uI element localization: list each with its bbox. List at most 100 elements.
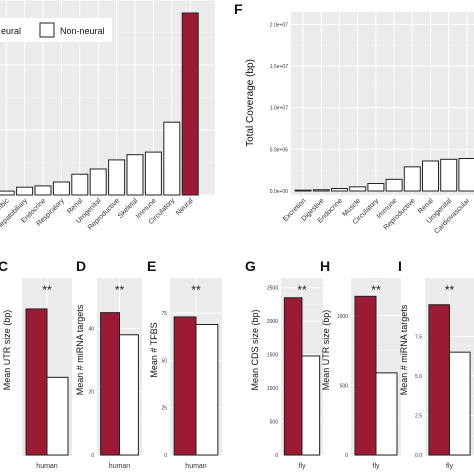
significance-label: ** [297, 283, 307, 297]
significance-label: ** [42, 283, 52, 297]
panel-f-bars [294, 158, 474, 192]
significance-label: ** [115, 283, 125, 297]
bar-neural [25, 308, 48, 456]
bar-nonneural [375, 372, 398, 456]
bar-neural [428, 304, 451, 456]
bar-respiratory [52, 181, 70, 196]
bar-muscle [349, 186, 367, 192]
y-tick-label: 20 [88, 390, 94, 396]
bar-limbic [0, 190, 15, 196]
bar-excretion [294, 189, 312, 192]
bar-skeletal [126, 154, 144, 196]
x-tick-label: human [36, 463, 58, 470]
x-tick-label: Neural [175, 197, 195, 217]
y-tick-label: 40 [88, 326, 94, 332]
y-tick-label: 1000 [267, 386, 278, 392]
y-tick-label: 5.0e+06 [270, 147, 288, 153]
y-tick-label: 50 [161, 358, 167, 364]
y-tick-label: 500 [340, 383, 349, 389]
y-tick-label: 2.0e+07 [270, 22, 288, 28]
y-tick-label: 0.0e+00 [270, 189, 288, 195]
bar-nonneural [449, 351, 471, 456]
bar-renal [71, 173, 89, 196]
panel-c-plot: ** human [22, 278, 72, 470]
bar-nonneural [195, 324, 219, 456]
panel-d-y-axis-title: Mean # miRNA targets [75, 304, 85, 395]
bar-neural [173, 316, 197, 456]
bar-urogenital [89, 168, 107, 196]
bar-endocrine [34, 185, 52, 196]
panel-g-plot: 0 500 1000 1500 2000 2500 ** fly [267, 278, 323, 470]
bar-digestive [312, 189, 330, 192]
bar-circulatory [367, 183, 385, 192]
bar-renal [422, 160, 439, 192]
y-tick-label: 1000 [337, 314, 348, 320]
bar-reproductive [403, 166, 421, 192]
y-tick-label: 0 [91, 453, 94, 459]
panel-i: I Mean # miRNA targets 0.0 2.5 5.0 7.5 ** fly [398, 258, 474, 470]
bar-neural [354, 295, 377, 456]
bar-endocrine [331, 188, 348, 192]
y-tick-label: 1500 [267, 353, 278, 359]
panel-letter-e: E [147, 258, 156, 274]
y-tick-label: 0.0 [415, 453, 422, 459]
x-tick-label: human [185, 463, 207, 470]
y-tick-label: 75 [161, 311, 167, 317]
x-tick-label: fly [299, 463, 307, 470]
panel-letter-c: C [0, 258, 8, 274]
bar-neural [283, 297, 303, 456]
panel-e-y-axis-title: Mean # TFBS [149, 322, 159, 377]
panel-c-y-axis-title: Mean UTR size (bp) [2, 310, 12, 391]
x-tick-label: human [109, 463, 131, 470]
panel-f-y-axis-title: Total Coverage (bp) [245, 59, 256, 147]
panel-h-plot: 0 500 1000 ** fly [337, 278, 401, 470]
panel-i-y-axis-title: Mean # miRNA targets [399, 304, 409, 395]
y-tick-label: 7.5 [415, 334, 422, 340]
bar-nonneural [119, 334, 139, 456]
legend-swatch-nonneural [39, 22, 55, 38]
panel-f-y-ticks: 0.0e+00 5.0e+06 1.0e+07 1.5e+07 2.0e+07 [270, 22, 288, 195]
panel-a-bars [0, 12, 199, 196]
panel-g-y-axis-title: Mean CDS size (bp) [250, 309, 260, 390]
panel-f-x-ticks: ExcretionDigestiveEndocrineMuscleCircula… [282, 197, 472, 235]
bar-immune [144, 151, 162, 196]
panel-g: G Mean CDS size (bp) 0 500 1000 1500 2000 250… [245, 258, 323, 470]
x-tick-label: fly [373, 463, 381, 470]
significance-label: ** [371, 283, 381, 297]
x-tick-label: Limbic [0, 197, 11, 217]
y-tick-label: 5.0 [415, 374, 422, 380]
legend-label-nonneural: Non-neural [60, 26, 105, 36]
bar-neural [100, 312, 120, 456]
y-tick-label: 1.0e+07 [270, 106, 288, 112]
panel-letter-f: F [234, 1, 243, 17]
y-tick-label: 0 [345, 453, 348, 459]
panel-letter-d: D [76, 258, 86, 274]
y-tick-label: 2.5 [415, 413, 422, 419]
panel-h-y-axis-title: Mean UTR size (bp) [321, 310, 331, 391]
y-tick-label: 500 [270, 420, 279, 426]
bar-neural [181, 12, 199, 196]
bar-nonneural [301, 355, 321, 456]
y-tick-label: 0 [164, 453, 167, 459]
y-tick-label: 1.5e+07 [270, 64, 288, 70]
panel-h: H Mean UTR size (bp) 0 500 1000 ** fly [320, 258, 401, 470]
bar-circulatory [163, 121, 181, 196]
bar-immune [385, 178, 403, 192]
y-tick-label: 2000 [267, 319, 278, 325]
bar-hepatobiliary [16, 186, 34, 196]
panel-d-plot: 0 20 40 ** human [88, 278, 142, 470]
bar-nonneural [46, 376, 69, 456]
legend-background [0, 18, 112, 42]
panel-i-plot: 0.0 2.5 5.0 7.5 ** fly [415, 278, 474, 470]
panel-d: D Mean # miRNA targets 0 20 40 ** human [75, 258, 142, 470]
panel-letter-g: G [245, 258, 256, 274]
significance-label: ** [191, 283, 201, 297]
x-tick-label: fly [446, 463, 454, 470]
panel-f: F Total Coverage (bp) 0.0e+00 5.0e+06 1.0e… [234, 1, 474, 235]
bar-cardiovascular [458, 158, 474, 192]
legend-label-neural: eural [1, 26, 21, 36]
panel-e: E Mean # TFBS 0 25 50 75 ** human [147, 258, 222, 470]
